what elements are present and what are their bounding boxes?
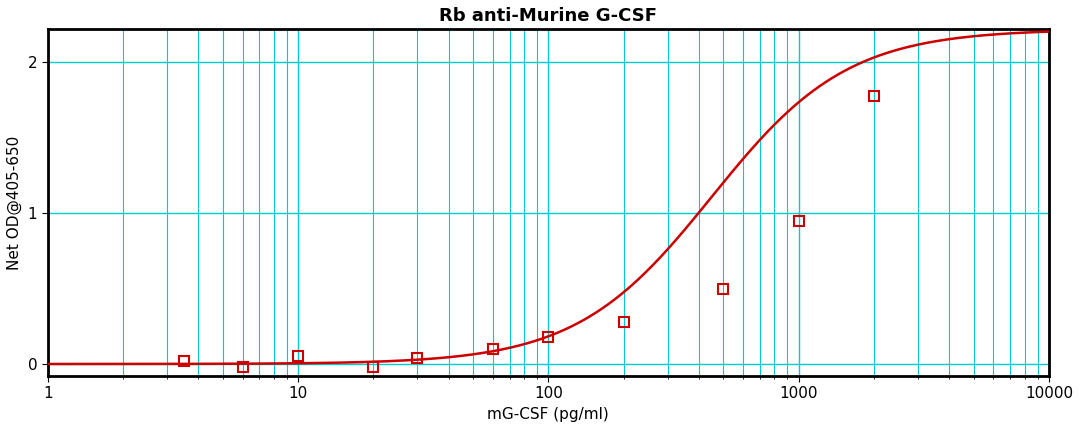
X-axis label: mG-CSF (pg/ml): mG-CSF (pg/ml) bbox=[487, 407, 609, 422]
Y-axis label: Net OD@405-650: Net OD@405-650 bbox=[6, 136, 23, 270]
Title: Rb anti-Murine G-CSF: Rb anti-Murine G-CSF bbox=[440, 7, 658, 25]
